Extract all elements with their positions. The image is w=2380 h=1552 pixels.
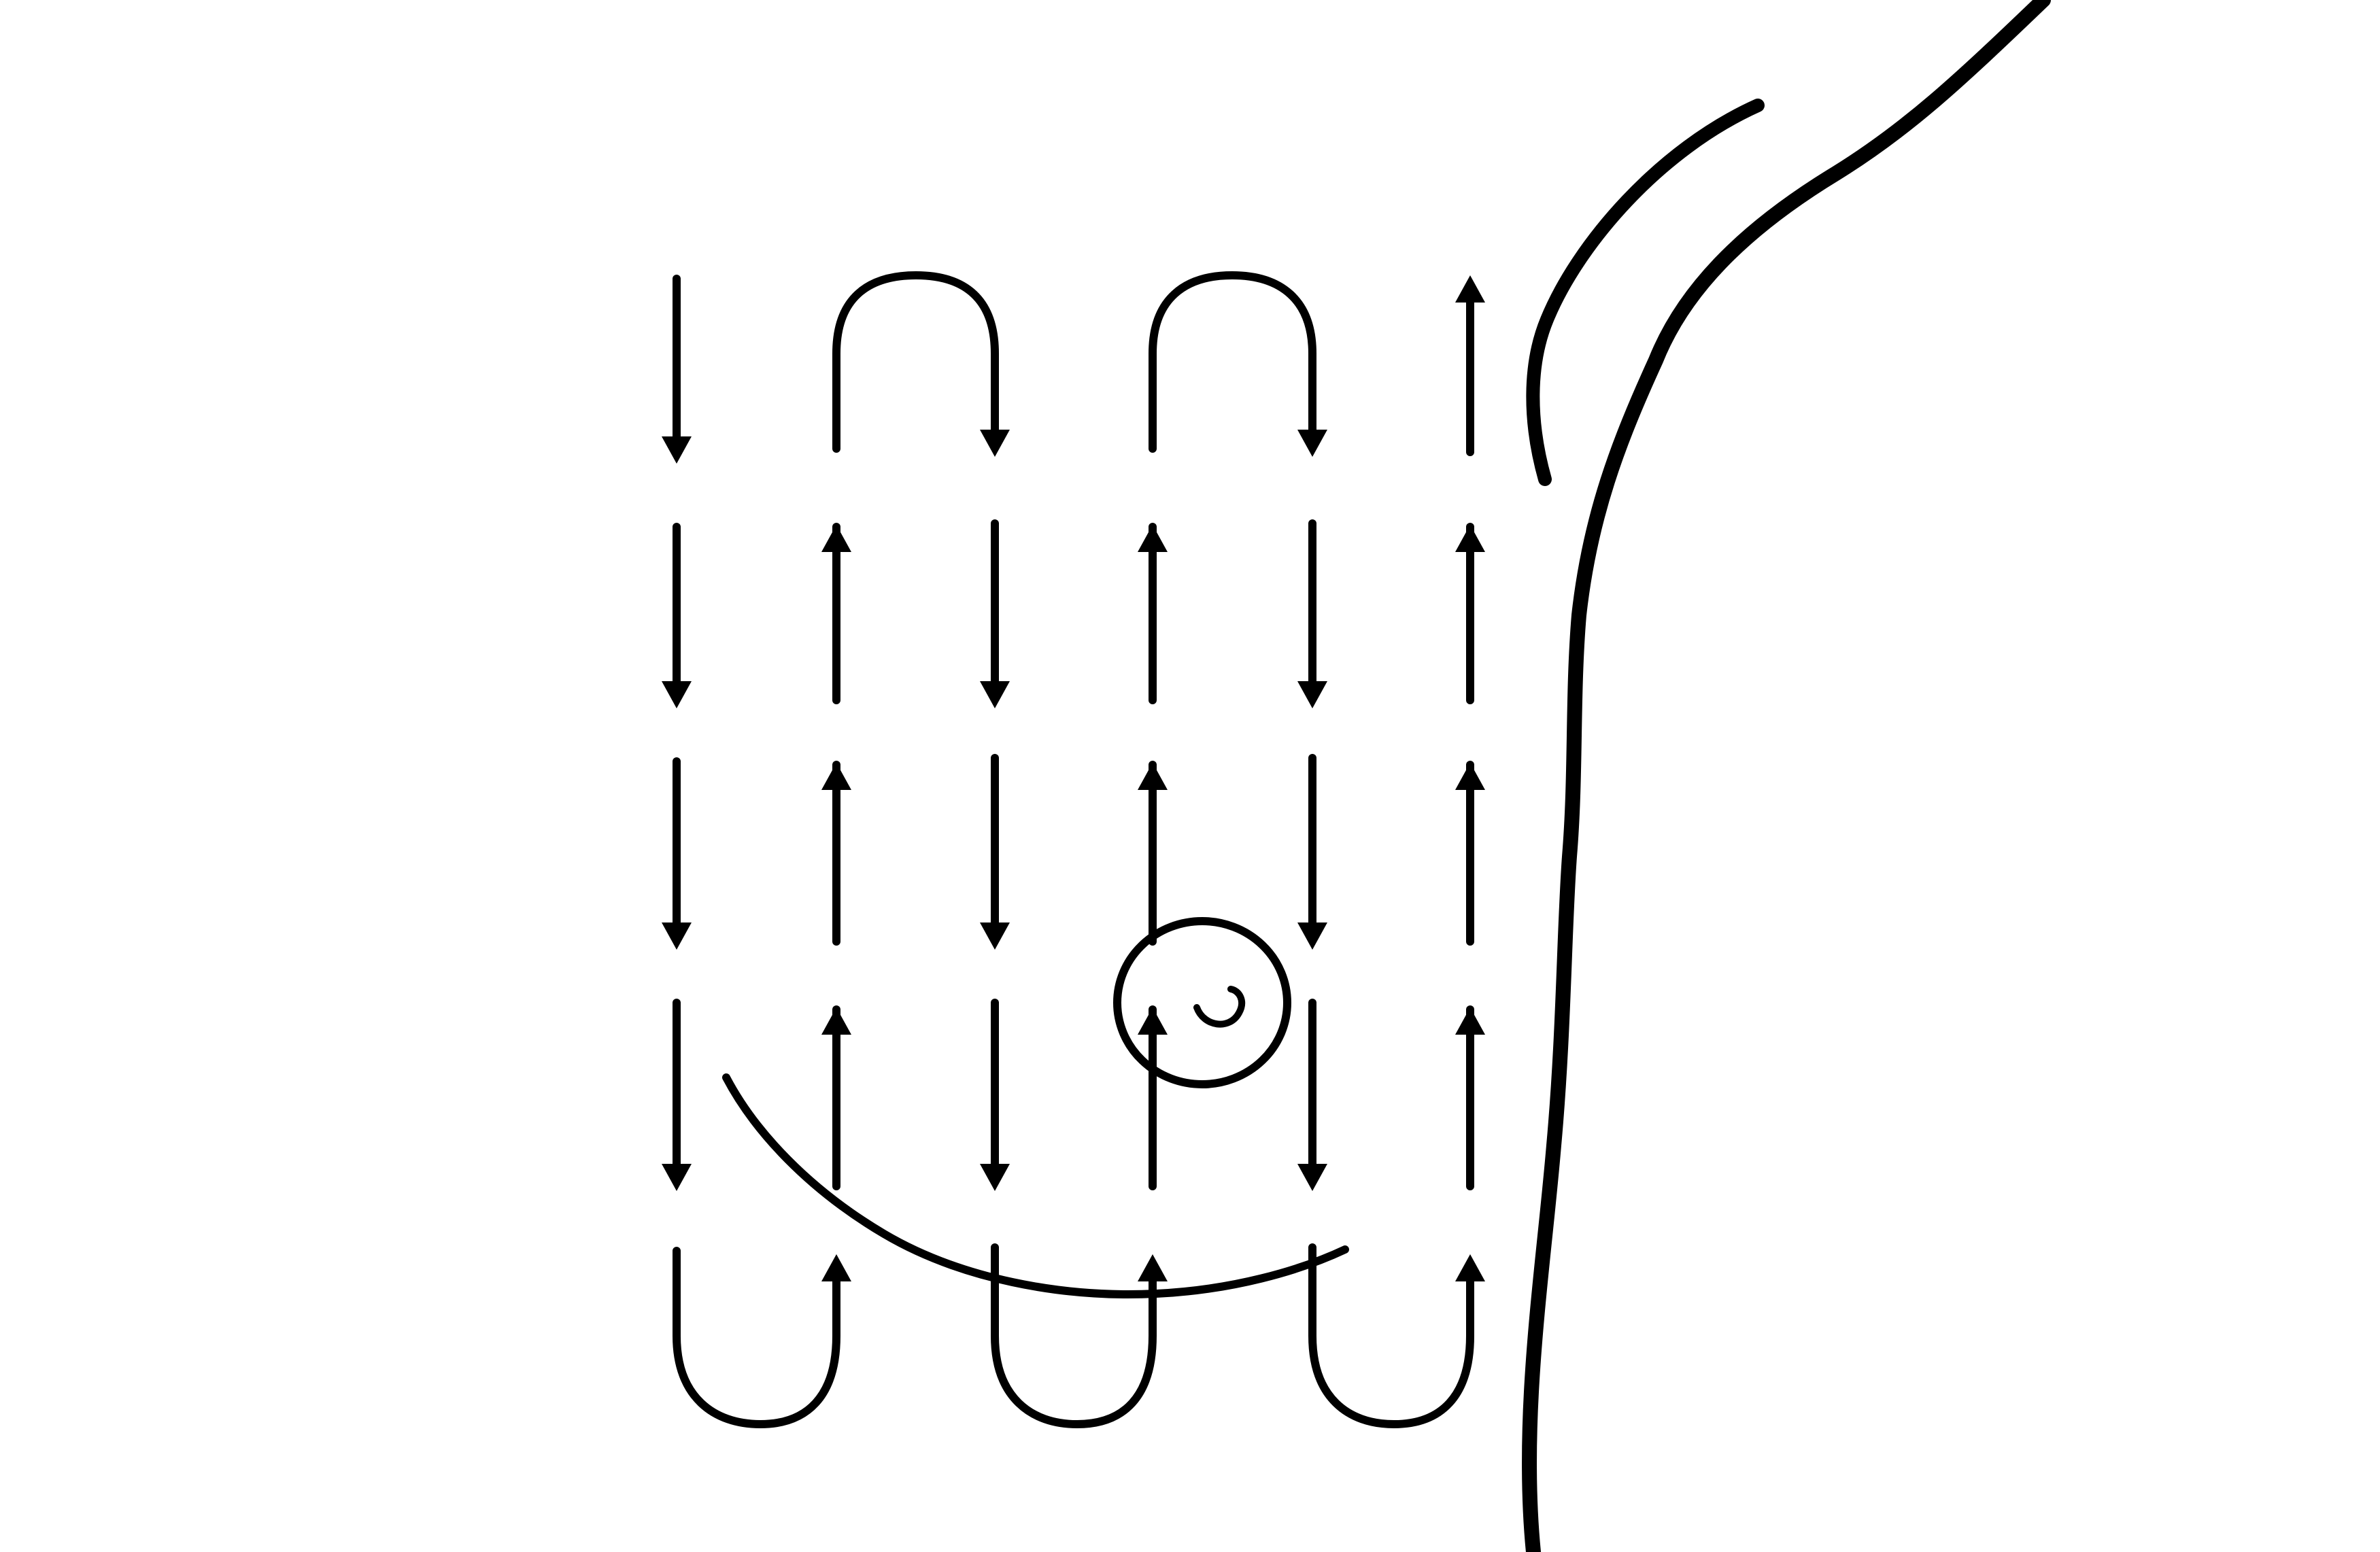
turn-bottom-columns-1-2 [673, 1247, 840, 1428]
arrowhead-down-col-1-row-1 [662, 436, 692, 464]
arrowhead-up-col-4-row-4 [1138, 1007, 1168, 1035]
arrowhead-down-col-3-row-2 [980, 681, 1010, 708]
breast-outline [722, 1073, 1349, 1298]
arrowhead-down-col-3-row-1 [980, 430, 1010, 457]
turn-top-columns-4-5 [1149, 271, 1316, 453]
turn-bottom-columns-3-4 [991, 1243, 1157, 1428]
arrowhead-up-col-2-row-2 [821, 525, 851, 552]
turn-bottom-columns-5-6 [1308, 1243, 1474, 1428]
turn-top-columns-2-3 [832, 271, 999, 453]
arrowhead-down-col-5-row-4 [1297, 1164, 1327, 1191]
arrowhead-up-col-4-row-3 [1138, 763, 1168, 790]
arrowhead-down-col-5-row-2 [1297, 681, 1327, 708]
arrowhead-down-col-3-row-4 [980, 1164, 1010, 1191]
direction-arrowheads [662, 275, 1485, 1281]
arrowhead-down-col-1-row-3 [662, 922, 692, 950]
arrowhead-up-col-2-row-3 [821, 763, 851, 790]
arrowhead-up-col-4-row-5 [1138, 1254, 1168, 1281]
arrowhead-up-col-2-row-5 [821, 1254, 851, 1281]
arrowhead-up-col-6-row-1 [1455, 275, 1485, 303]
arrowhead-up-col-6-row-2 [1455, 525, 1485, 552]
arrowhead-down-col-1-row-4 [662, 1164, 692, 1191]
body-outline [1522, 0, 2051, 1552]
strip-path-lines [673, 271, 1474, 1428]
arrowhead-down-col-5-row-1 [1297, 430, 1327, 457]
arrowhead-up-col-6-row-3 [1455, 763, 1485, 790]
arrowhead-down-col-1-row-2 [662, 681, 692, 708]
nipple-marker [1113, 917, 1291, 1088]
arrowhead-down-col-5-row-3 [1297, 922, 1327, 950]
arrowhead-down-col-3-row-3 [980, 922, 1010, 950]
torso-side-outline [1522, 0, 2051, 1552]
arrowhead-up-col-4-row-2 [1138, 525, 1168, 552]
breast-lower-contour [722, 1073, 1349, 1298]
arrowhead-up-col-6-row-4 [1455, 1007, 1485, 1035]
arrowhead-up-col-2-row-4 [821, 1007, 851, 1035]
arrowhead-up-col-6-row-5 [1455, 1254, 1485, 1281]
areola-circle [1113, 917, 1291, 1088]
shoulder-curve-inner [1526, 99, 1765, 486]
nipple-curve [1193, 986, 1246, 1028]
